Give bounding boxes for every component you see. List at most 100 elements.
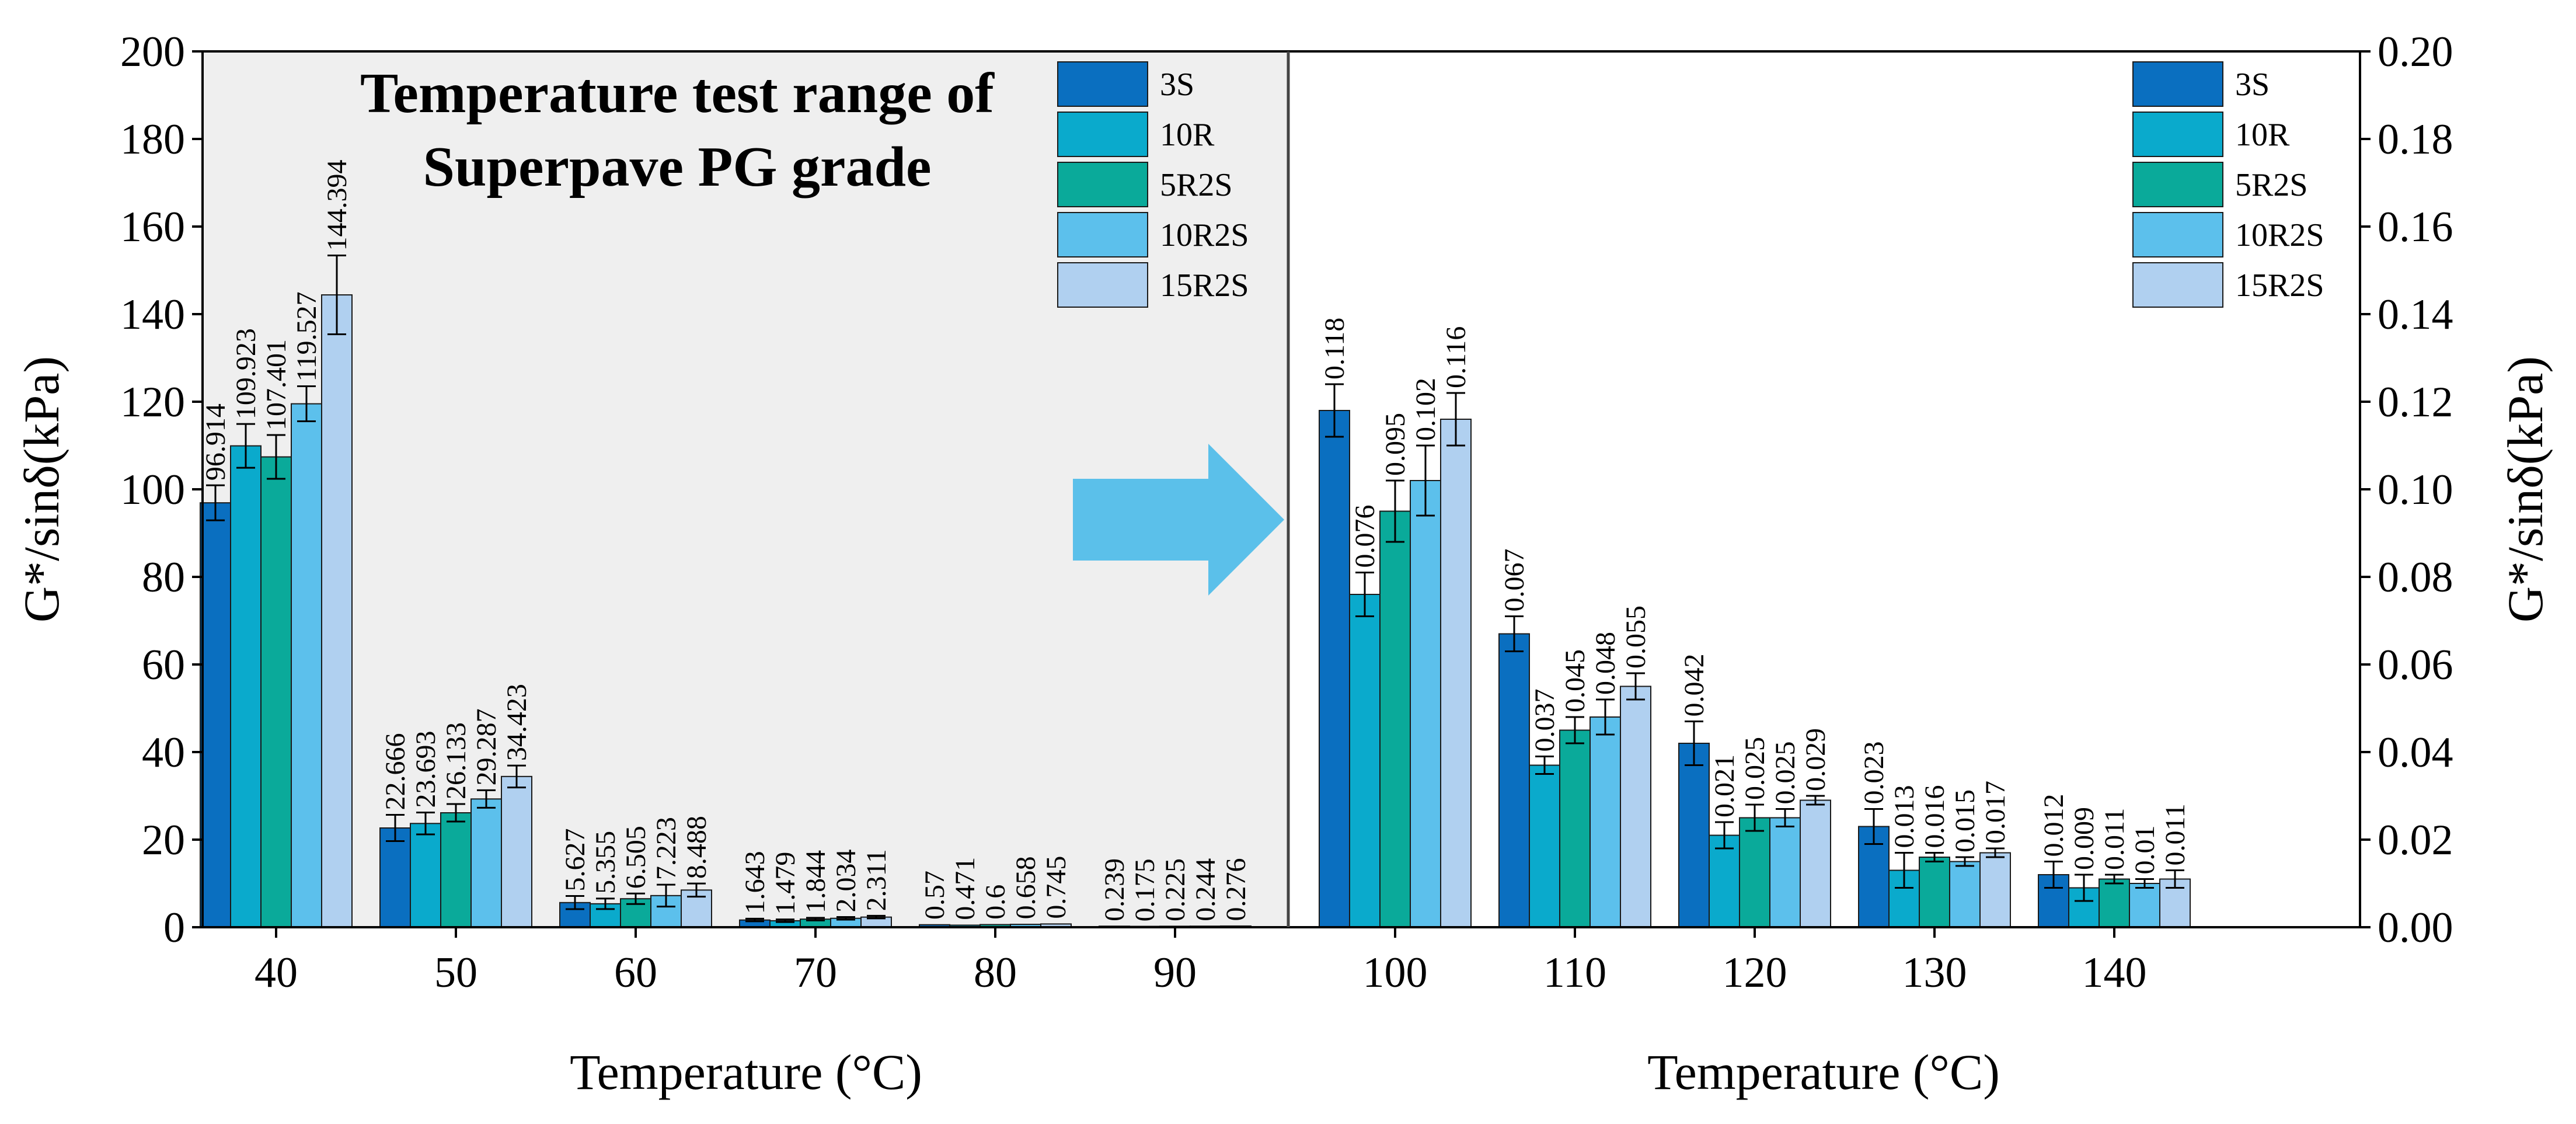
bar-3s-40 — [200, 502, 231, 928]
bar-3s-50 — [379, 827, 411, 928]
data-label-10r-60: 5.355 — [590, 831, 621, 894]
bar-15r2s-120 — [1800, 799, 1831, 928]
left-legend-label-10r2s: 10R2S — [1160, 217, 1249, 253]
bar-10r-50 — [410, 823, 441, 928]
data-label-15r2s-120: 0.029 — [1800, 728, 1831, 791]
right-x-axis-title: Temperature (°C) — [1647, 1044, 2000, 1100]
x-tick-label-50: 50 — [434, 949, 477, 997]
bar-15r2s-50 — [501, 775, 532, 928]
data-label-3s-110: 0.067 — [1499, 549, 1530, 612]
bar-10r2s-40 — [291, 403, 322, 928]
left-legend-swatch-3s — [1057, 61, 1148, 107]
data-label-5r2s-120: 0.025 — [1740, 737, 1770, 800]
right-arrow-icon — [1073, 444, 1284, 596]
bar-10r-40 — [230, 445, 262, 928]
data-label-5r2s-110: 0.045 — [1560, 649, 1591, 712]
data-label-10r-80: 0.471 — [950, 857, 981, 920]
x-tick-label-140: 140 — [2082, 949, 2147, 997]
data-label-10r2s-120: 0.025 — [1770, 742, 1801, 805]
data-label-10r2s-140: 0.01 — [2129, 826, 2160, 875]
data-label-10r2s-130: 0.015 — [1950, 789, 1981, 852]
data-label-10r-100: 0.076 — [1350, 505, 1381, 568]
data-label-5r2s-70: 1.844 — [800, 850, 831, 913]
right-y-tick-label-0.20: 0.20 — [2378, 28, 2453, 76]
left-y-axis-title: G*/sinδ(kPa) — [13, 356, 69, 622]
data-label-10r-140: 0.009 — [2069, 807, 2100, 870]
x-tick-label-110: 110 — [1543, 949, 1606, 997]
left-y-tick-label-20: 20 — [142, 816, 185, 864]
bar-3s-120 — [1678, 743, 1710, 928]
data-label-10r2s-90: 0.244 — [1190, 858, 1221, 921]
data-label-10r-90: 0.175 — [1130, 858, 1160, 921]
right-legend-label-3s: 3S — [2235, 67, 2270, 103]
right-y-axis-title: G*/sinδ(kPa) — [2497, 356, 2553, 622]
right-y-tick-label-0.10: 0.10 — [2378, 466, 2453, 514]
left-y-tick-label-0: 0 — [163, 904, 185, 952]
left-y-tick-label-60: 60 — [142, 641, 185, 689]
data-label-10r2s-40: 119.527 — [291, 291, 322, 381]
data-label-3s-130: 0.023 — [1859, 742, 1890, 805]
left-legend-swatch-15r2s — [1057, 262, 1148, 308]
bar-10r2s-110 — [1589, 716, 1621, 928]
right-legend-swatch-5r2s — [2132, 162, 2223, 207]
right-legend-label-5r2s: 5R2S — [2235, 167, 2308, 203]
bar-10r2s-130 — [1949, 861, 1981, 928]
data-label-5r2s-80: 0.6 — [980, 885, 1011, 920]
right-legend-swatch-3s — [2132, 61, 2223, 107]
bar-5r2s-120 — [1739, 817, 1770, 928]
bar-5r2s-140 — [2099, 878, 2130, 928]
x-tick-label-40: 40 — [255, 949, 298, 997]
bar-3s-110 — [1498, 633, 1530, 928]
data-label-10r2s-70: 2.034 — [831, 849, 862, 912]
data-label-3s-60: 5.627 — [560, 829, 591, 892]
data-label-15r2s-90: 0.276 — [1221, 858, 1252, 921]
bar-15r2s-40 — [321, 294, 353, 928]
left-legend-swatch-5r2s — [1057, 162, 1148, 207]
right-y-tick-label-0.18: 0.18 — [2378, 116, 2453, 163]
bar-5r2s-40 — [260, 456, 292, 928]
data-label-10r-130: 0.013 — [1889, 785, 1920, 848]
data-label-3s-80: 0.57 — [919, 871, 950, 920]
left-y-tick-label-140: 140 — [120, 291, 185, 339]
data-label-15r2s-70: 2.311 — [861, 849, 892, 911]
right-y-tick-label-0.06: 0.06 — [2378, 641, 2453, 689]
data-label-3s-40: 96.914 — [200, 403, 231, 481]
left-legend-swatch-10r2s — [1057, 212, 1148, 257]
bar-15r2s-130 — [1979, 852, 2011, 928]
annotation-line-2: Superpave PG grade — [423, 135, 931, 199]
left-legend-label-10r: 10R — [1160, 117, 1215, 153]
right-legend-swatch-15r2s — [2132, 262, 2223, 308]
bar-10r2s-120 — [1769, 817, 1801, 928]
data-label-3s-120: 0.042 — [1679, 654, 1710, 717]
right-legend-label-10r2s: 10R2S — [2235, 217, 2324, 253]
data-label-10r2s-80: 0.658 — [1010, 856, 1041, 919]
bar-10r2s-50 — [470, 798, 502, 928]
right-y-tick-label-0.00: 0.00 — [2378, 904, 2453, 952]
left-y-tick-label-180: 180 — [120, 116, 185, 163]
left-legend-label-5r2s: 5R2S — [1160, 167, 1233, 203]
data-label-5r2s-60: 6.505 — [621, 826, 651, 889]
data-label-15r2s-80: 0.745 — [1041, 856, 1072, 919]
x-tick-label-80: 80 — [974, 949, 1017, 997]
data-label-10r-110: 0.037 — [1529, 689, 1560, 752]
bar-10r-110 — [1529, 764, 1560, 928]
data-label-10r2s-50: 29.287 — [471, 708, 502, 785]
x-tick-label-70: 70 — [794, 949, 837, 997]
data-label-15r2s-140: 0.011 — [2160, 803, 2191, 865]
left-y-tick-label-160: 160 — [120, 203, 185, 251]
bar-3s-100 — [1319, 410, 1350, 928]
data-label-10r-70: 1.479 — [770, 852, 801, 915]
x-tick-label-60: 60 — [614, 949, 657, 997]
data-label-15r2s-110: 0.055 — [1620, 606, 1651, 669]
data-label-15r2s-100: 0.116 — [1441, 326, 1472, 388]
left-y-tick-label-120: 120 — [120, 378, 185, 426]
bar-10r2s-140 — [2129, 883, 2160, 928]
right-legend-swatch-10r2s — [2132, 212, 2223, 257]
bar-10r2s-100 — [1410, 480, 1441, 928]
annotation-line-1: Temperature test range of — [360, 62, 995, 125]
left-x-axis-title: Temperature (°C) — [570, 1044, 922, 1100]
data-label-10r-50: 23.693 — [410, 731, 441, 808]
right-y-tick-label-0.14: 0.14 — [2378, 291, 2453, 339]
data-label-5r2s-50: 26.133 — [441, 722, 472, 799]
